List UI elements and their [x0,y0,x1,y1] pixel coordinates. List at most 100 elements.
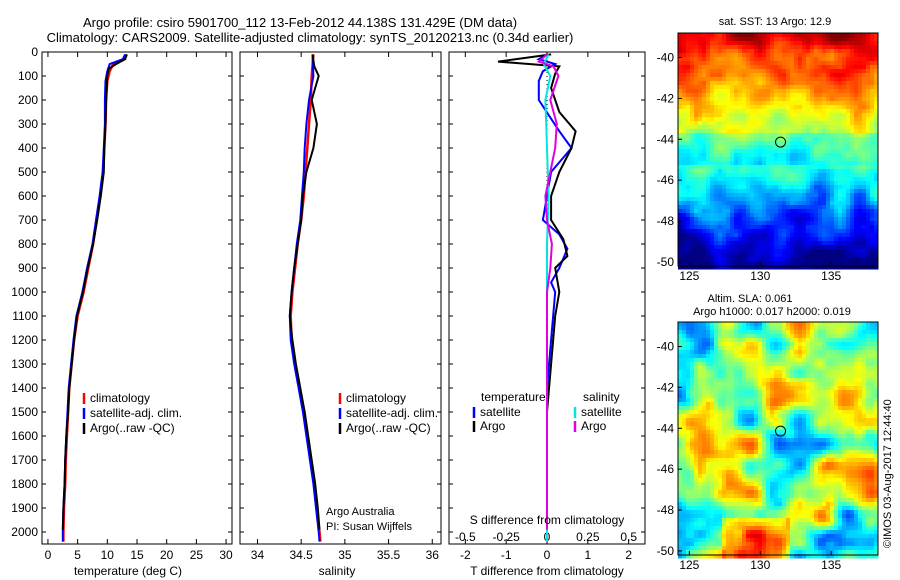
map-cell [850,125,855,130]
map-cell [786,81,791,86]
map-cell [798,221,803,226]
map-cell [870,181,875,186]
map-cell [874,414,879,419]
map-cell [710,181,715,186]
map-cell [786,458,791,463]
map-cell [830,69,835,74]
map-cell [818,153,823,158]
map-cell [834,374,839,379]
map-cell [846,149,851,154]
map-cell [818,117,823,122]
map-cell [810,374,815,379]
map-cell [722,394,727,399]
map-cell [870,450,875,455]
map-cell [838,45,843,50]
map-cell [738,129,743,134]
map-cell [798,233,803,238]
map-cell [774,145,779,150]
map-cell [858,458,863,463]
map-cell [682,370,687,375]
map-cell [774,41,779,46]
map-cell [686,378,691,383]
map-cell [810,205,815,210]
map-cell [690,125,695,130]
map-cell [734,213,739,218]
map-cell [778,89,783,94]
map-cell [682,442,687,447]
map-cell [750,346,755,351]
map-cell [726,49,731,54]
map-cell [722,249,727,254]
map-cell [706,101,711,106]
map-cell [778,249,783,254]
map-cell [818,394,823,399]
map-cell [834,225,839,230]
map-cell [822,145,827,150]
map-cell [694,426,699,431]
map-cell [846,358,851,363]
map-cell [754,370,759,375]
map-cell [850,105,855,110]
map-cell [726,101,731,106]
map-cell [734,454,739,459]
map-cell [870,217,875,222]
map-cell [690,253,695,258]
map-cell [822,390,827,395]
map-cell [706,374,711,379]
map-cell [782,253,787,258]
map-cell [762,382,767,387]
map-cell [770,366,775,371]
map-cell [694,346,699,351]
map-cell [862,85,867,90]
map-cell [826,438,831,443]
map-cell [830,133,835,138]
map-cell [826,454,831,459]
map-cell [706,261,711,266]
map-cell [834,153,839,158]
map-cell [814,434,819,439]
map-cell [686,129,691,134]
map-cell [726,209,731,214]
map-cell [766,161,771,166]
map-cell [794,221,799,226]
map-cell [698,434,703,439]
map-cell [862,205,867,210]
map-cell [786,153,791,158]
map-cell [786,125,791,130]
map-cell [790,261,795,266]
map-cell [830,418,835,423]
map-cell [846,181,851,186]
map-cell [810,237,815,242]
map-cell [738,446,743,451]
map-cell [762,406,767,411]
map-cell [842,157,847,162]
map-cell [714,81,719,86]
map-cell [746,346,751,351]
map-cell [746,237,751,242]
map-cell [742,237,747,242]
map-cell [694,41,699,46]
map-cell [682,229,687,234]
map-cell [730,141,735,146]
map-cell [854,101,859,106]
map-cell [726,141,731,146]
map-cell [790,73,795,78]
map-cell [874,458,879,463]
map-cell [782,398,787,403]
map-cell [734,398,739,403]
map-cell [714,57,719,62]
map-cell [770,249,775,254]
map-cell [698,253,703,258]
map-cell [782,217,787,222]
map-cell [842,249,847,254]
map-cell [706,121,711,126]
map-cell [742,382,747,387]
map-cell [770,53,775,58]
map-cell [742,125,747,130]
map-cell [714,438,719,443]
map-cell [682,209,687,214]
map-cell [758,346,763,351]
map-cell [722,410,727,415]
map-cell [698,374,703,379]
map-cell [742,261,747,266]
